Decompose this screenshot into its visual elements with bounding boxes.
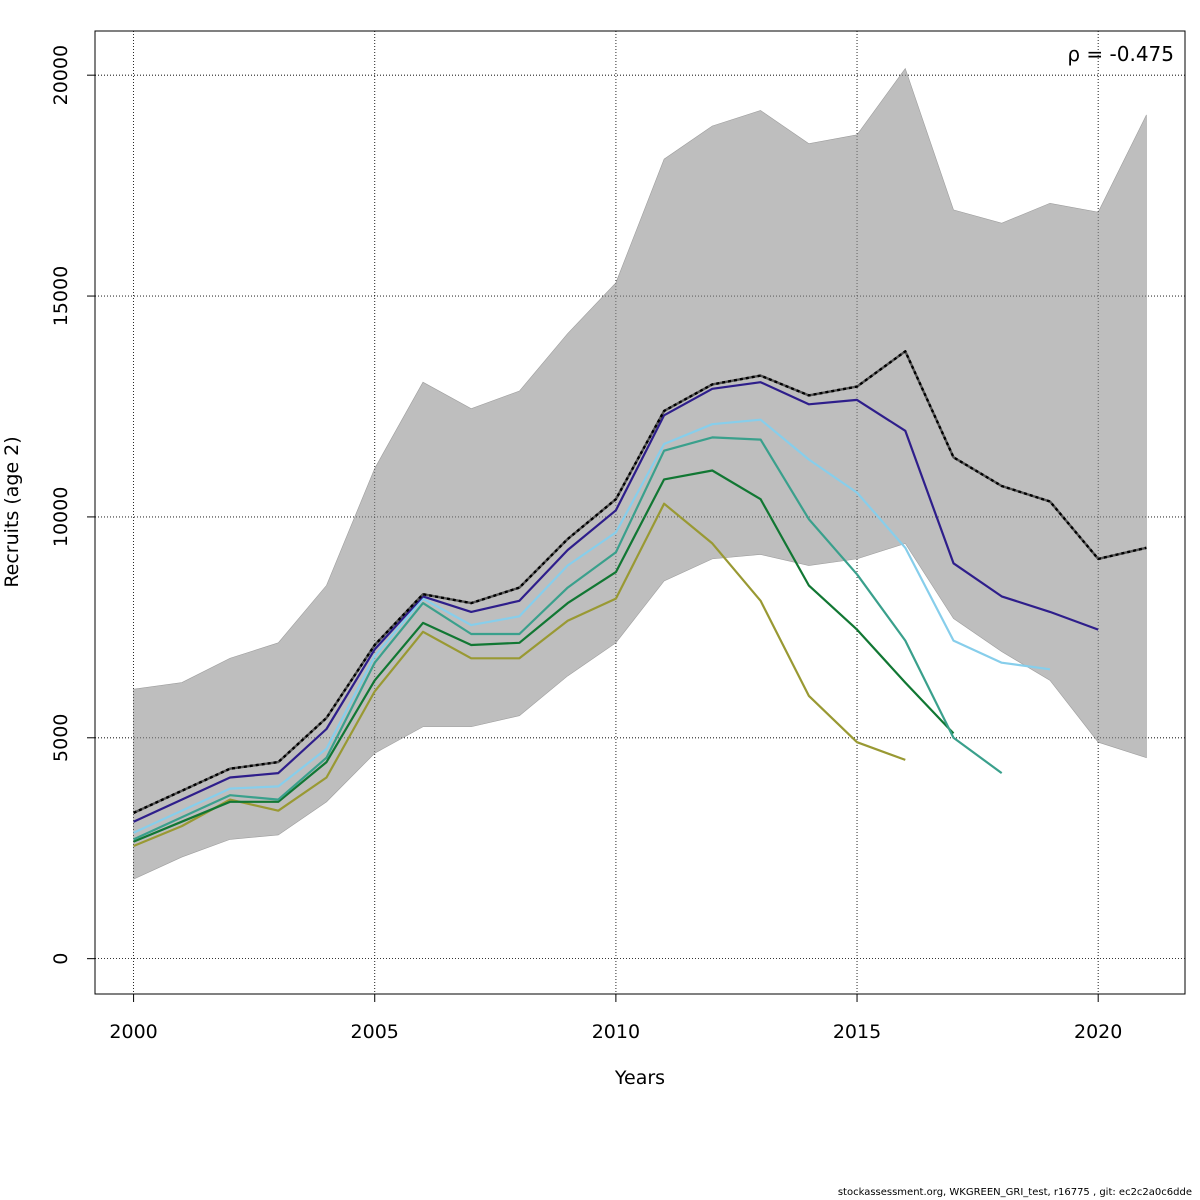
series-line-4 — [133, 469, 955, 843]
y-tick-label-20000: 20000 — [50, 45, 72, 105]
x-tick-label-2020: 2020 — [1074, 1021, 1122, 1043]
confidence-band — [133, 67, 1147, 880]
series-line-2 — [133, 418, 1051, 834]
y-tick-label-5000: 5000 — [50, 714, 72, 762]
x-axis-title: Years — [614, 1067, 665, 1089]
x-tick-label-2010: 2010 — [592, 1021, 640, 1043]
y-axis-title: Recruits (age 2) — [1, 436, 23, 587]
y-tick-label-15000: 15000 — [50, 266, 72, 326]
x-tick-label-2015: 2015 — [833, 1021, 881, 1043]
x-tick-label-2005: 2005 — [351, 1021, 399, 1043]
y-axis: 0 5000 10000 15000 20000 — [50, 45, 95, 965]
y-tick-label-10000: 10000 — [50, 487, 72, 547]
plot-frame — [94, 30, 1186, 995]
x-axis: 2000 2005 2010 2015 2020 — [109, 994, 1122, 1043]
rho-annotation: ρ = -0.475 — [1067, 42, 1174, 66]
series-line-0 — [133, 350, 1147, 814]
footer-caption: stockassessment.org, WKGREEN_GRI_test, r… — [837, 1187, 1192, 1198]
series-line-3 — [133, 436, 1003, 841]
y-tick-label-0: 0 — [50, 953, 72, 965]
series-layer — [133, 350, 1147, 848]
confidence-band-layer — [133, 67, 1147, 880]
series-line-5 — [133, 502, 906, 848]
x-tick-label-2000: 2000 — [109, 1021, 157, 1043]
series-line-1 — [133, 381, 1099, 823]
